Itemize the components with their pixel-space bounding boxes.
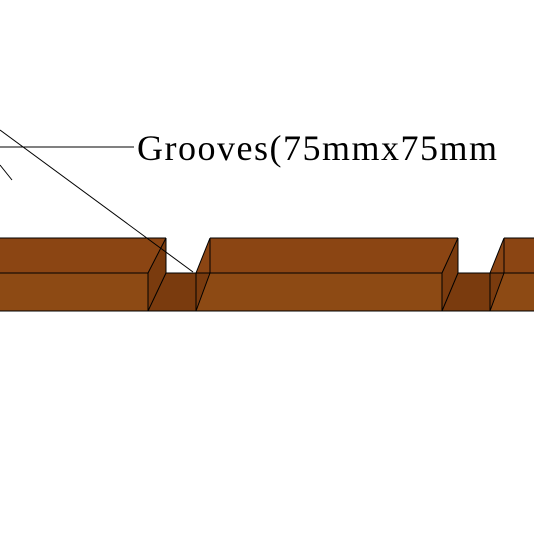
groove-left-floor xyxy=(148,273,210,311)
leader-lines xyxy=(0,129,194,273)
grooves-label: Grooves(75mmx75mm xyxy=(137,128,498,168)
leader-line-short xyxy=(0,164,13,181)
groove-right-floor xyxy=(442,273,504,311)
beam-top-faces xyxy=(0,238,534,273)
groove-right-outline xyxy=(457,238,505,274)
groove-left-edge-2 xyxy=(195,272,211,312)
groove-left-outline xyxy=(165,238,211,274)
beam-corner-edge-4 xyxy=(489,237,505,274)
beam-front-segment-left xyxy=(0,273,148,311)
groove-right xyxy=(441,238,505,312)
beam-top-segment-middle xyxy=(196,238,458,273)
groove-right-side-face xyxy=(442,238,458,311)
groove-right-edge-1 xyxy=(441,272,459,312)
groove-left-edge-1 xyxy=(147,272,167,312)
groove-left-side-face xyxy=(148,238,166,311)
groove-right-edge-2 xyxy=(489,272,505,312)
leader-line-diagonal-to-groove xyxy=(0,129,194,273)
beam-front-faces xyxy=(0,273,534,311)
beam-top-segment-left xyxy=(0,238,166,273)
beam-front-segment-middle xyxy=(196,273,442,311)
beam-corner-edge-2 xyxy=(195,237,211,274)
beam-outlines xyxy=(0,237,534,312)
beam-corner-edge-1 xyxy=(147,237,167,274)
groove-left xyxy=(147,238,211,312)
beam-corner-edge-3 xyxy=(441,237,459,274)
